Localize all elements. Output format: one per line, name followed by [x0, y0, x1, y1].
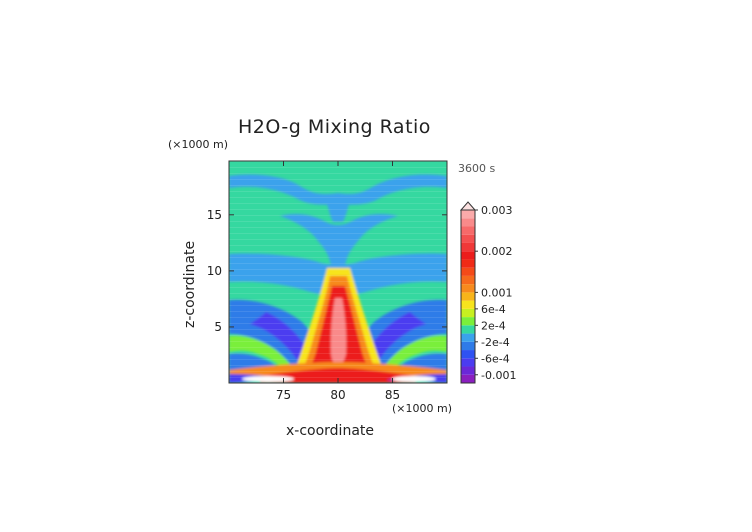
colorbar-label: 0.003 [481, 204, 513, 217]
render-texture [229, 161, 447, 383]
x-tick-label: 85 [385, 388, 400, 402]
colorbar-swatch [461, 210, 475, 219]
colorbar-label: -0.001 [481, 369, 516, 382]
time-label: 3600 s [458, 162, 496, 175]
colorbar-swatch [461, 226, 475, 235]
colorbar-swatch [461, 341, 475, 351]
x-tick-label: 80 [330, 388, 345, 402]
colorbar-swatch [461, 366, 475, 375]
colorbar-swatch [461, 292, 475, 301]
chart-title: H2O-g Mixing Ratio [238, 116, 431, 138]
colorbar-swatch [461, 374, 475, 383]
x-tick-label: 75 [276, 388, 291, 402]
colorbar-swatch [461, 284, 475, 293]
colorbar-swatch [461, 251, 475, 260]
colorbar-extend-arrow [459, 201, 477, 211]
colorbar-swatch [461, 308, 475, 318]
colorbar: 0.003 0.002 0.001 6e-4 2e-4 -2e-4 -6e-4 -0.001 [459, 201, 516, 384]
colorbar-swatch [461, 333, 475, 342]
colorbar-label: -2e-4 [481, 336, 510, 349]
colorbar-swatch [461, 300, 475, 309]
y-tick-label: 5 [214, 320, 222, 334]
y-axis-unit: (×1000 m) [168, 138, 229, 151]
colorbar-label: 2e-4 [481, 319, 506, 332]
x-axis-label: x-coordinate [286, 423, 375, 439]
colorbar-swatch [461, 218, 475, 227]
y-tick-label: 10 [207, 264, 222, 278]
colorbar-swatch [461, 275, 475, 285]
colorbar-swatch [461, 325, 475, 334]
colorbar-swatch [461, 242, 475, 252]
y-tick-label: 15 [207, 208, 222, 222]
colorbar-swatch [461, 350, 475, 359]
contour-field [229, 161, 447, 383]
colorbar-frame [460, 209, 476, 384]
colorbar-swatch [461, 317, 475, 326]
colorbar-swatch [461, 234, 475, 243]
x-axis: 75 80 85 [276, 161, 400, 402]
colorbar-label: -6e-4 [481, 352, 510, 365]
y-axis: 5 10 15 [207, 208, 447, 334]
colorbar-label: 0.001 [481, 286, 513, 299]
colorbar-swatch [461, 358, 475, 367]
colorbar-label: 6e-4 [481, 303, 506, 316]
colorbar-label: 0.002 [481, 245, 513, 258]
colorbar-swatch [461, 267, 475, 276]
x-axis-unit: (×1000 m) [392, 402, 453, 415]
colorbar-swatch [461, 259, 475, 268]
